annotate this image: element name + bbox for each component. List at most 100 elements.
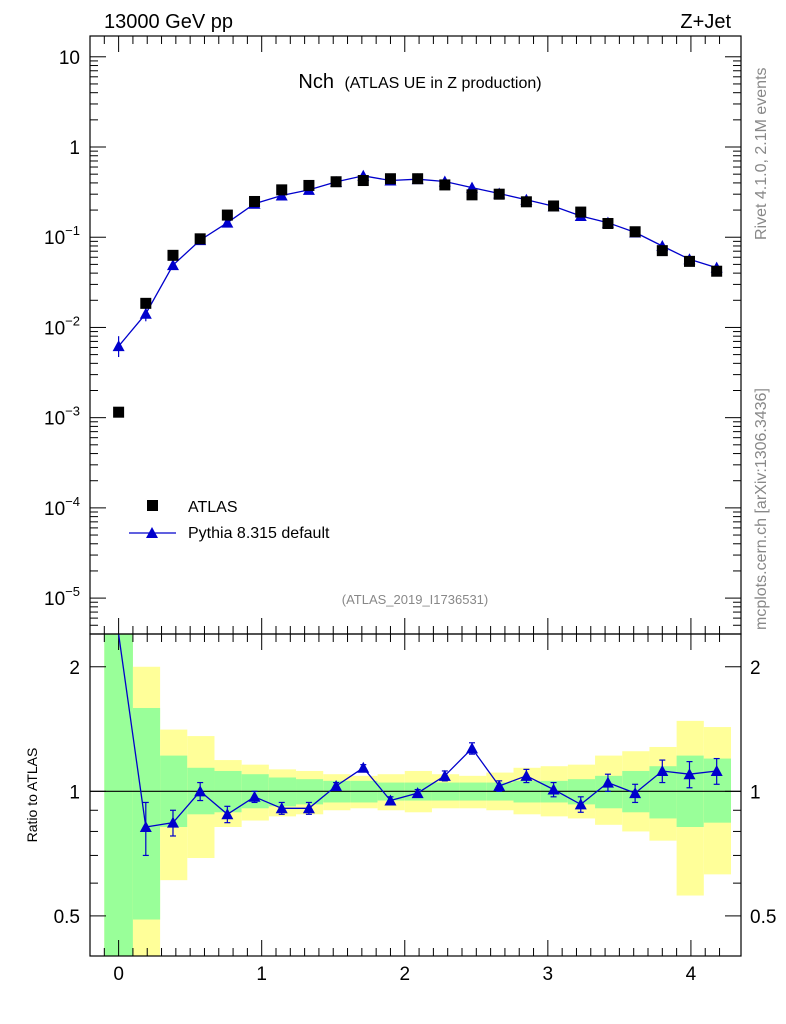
tick-base: 10 xyxy=(44,499,65,520)
ratio-ytick-label-left: 1 xyxy=(69,782,80,803)
ratio-point xyxy=(493,780,506,792)
tick-base: 10 xyxy=(59,48,80,69)
legend-pythia-label: Pythia 8.315 default xyxy=(188,525,330,542)
ratio-point xyxy=(656,764,669,776)
tick-exponent: −1 xyxy=(65,223,80,238)
ratio-point xyxy=(194,785,207,797)
ratio-point xyxy=(683,768,696,780)
main-frame xyxy=(89,35,742,635)
tick-exponent: −5 xyxy=(65,584,80,599)
legend-atlas-marker xyxy=(147,500,158,511)
ratio-point xyxy=(275,802,288,814)
ratio-ytick-label-right: 2 xyxy=(750,658,761,679)
atlas-point xyxy=(575,206,587,218)
main-ytick-label: 10−5 xyxy=(44,584,80,610)
main-ytick-label: 10−1 xyxy=(44,223,80,249)
atlas-point xyxy=(167,249,179,261)
atlas-point xyxy=(384,173,396,185)
atlas-point xyxy=(330,176,342,188)
ratio-frame xyxy=(89,633,742,957)
ratio-point xyxy=(357,761,370,773)
ratio-ytick-label-left: 2 xyxy=(69,658,80,679)
ratio-point xyxy=(330,780,343,792)
ratio-point xyxy=(384,794,397,806)
atlas-point xyxy=(548,200,560,212)
main-ytick-label: 10−4 xyxy=(44,494,80,520)
ratio-ytick-label-right: 1 xyxy=(750,782,761,803)
mcplots-label: mcplots.cern.ch [arXiv:1306.3436] xyxy=(753,388,770,630)
energy-label: 13000 GeV pp xyxy=(104,11,233,33)
band-inner xyxy=(104,634,133,956)
tick-base: 10 xyxy=(44,228,65,249)
ratio-point xyxy=(601,776,614,788)
legend-atlas-label: ATLAS xyxy=(188,499,238,516)
atlas-point xyxy=(221,209,233,221)
ratio-point xyxy=(574,798,587,810)
main-ytick-label: 1 xyxy=(69,138,80,159)
title-subtitle: (ATLAS UE in Z production) xyxy=(344,75,541,92)
atlas-point xyxy=(656,245,668,257)
atlas-point xyxy=(629,226,641,238)
atlas-point xyxy=(466,189,478,201)
ratio-point xyxy=(466,742,479,754)
pythia-point xyxy=(139,307,152,319)
ratio-point xyxy=(629,787,642,799)
ratio-point xyxy=(547,783,560,795)
atlas-point xyxy=(194,233,206,245)
ratio-xtick-label: 2 xyxy=(399,964,410,985)
atlas-point xyxy=(276,184,288,196)
analysis-tag: (ATLAS_2019_I1736531) xyxy=(342,592,488,607)
pythia-point xyxy=(166,259,179,271)
pythia-point xyxy=(112,340,125,352)
tick-base: 1 xyxy=(69,138,80,159)
atlas-point xyxy=(140,297,152,309)
atlas-point xyxy=(412,173,424,185)
atlas-point xyxy=(303,179,315,191)
main-data-marks xyxy=(112,169,723,418)
pythia-line xyxy=(118,175,717,347)
main-ytick-label: 10−3 xyxy=(44,404,80,430)
atlas-point xyxy=(113,406,125,418)
tick-exponent: −3 xyxy=(65,404,80,419)
tick-base: 10 xyxy=(44,589,65,610)
ratio-point xyxy=(248,790,261,802)
ratio-xtick-label: 0 xyxy=(113,964,124,985)
atlas-point xyxy=(602,217,614,229)
ratio-point xyxy=(221,808,234,820)
ratio-xtick-label: 4 xyxy=(686,964,697,985)
atlas-point xyxy=(711,265,723,277)
ratio-xtick-label: 3 xyxy=(543,964,554,985)
ratio-ylabel: Ratio to ATLAS xyxy=(24,748,40,843)
ratio-point xyxy=(139,820,152,832)
atlas-point xyxy=(439,179,451,191)
ratio-point xyxy=(166,816,179,828)
tick-exponent: −2 xyxy=(65,313,80,328)
atlas-point xyxy=(249,195,261,207)
atlas-point xyxy=(357,175,369,187)
main-ytick-label: 10−2 xyxy=(44,313,80,339)
legend: ATLAS Pythia 8.315 default xyxy=(129,499,330,542)
main-title: Nch (ATLAS UE in Z production) xyxy=(298,71,541,93)
process-label: Z+Jet xyxy=(680,11,731,33)
ratio-point xyxy=(411,787,424,799)
band-inner xyxy=(132,707,161,920)
main-ytick-label: 10 xyxy=(59,48,80,69)
ratio-point xyxy=(302,802,315,814)
tick-base: 10 xyxy=(44,409,65,430)
ratio-point xyxy=(710,764,723,776)
ratio-ytick-label-left: 0.5 xyxy=(54,907,80,928)
atlas-point xyxy=(683,255,695,267)
atlas-point xyxy=(493,188,505,200)
title-nch: Nch xyxy=(298,71,334,93)
ratio-xtick-label: 1 xyxy=(256,964,267,985)
ratio-ytick-label-right: 0.5 xyxy=(750,907,776,928)
pythia-point xyxy=(221,216,234,228)
atlas-point xyxy=(520,196,532,208)
ratio-point xyxy=(520,769,533,781)
tick-exponent: −4 xyxy=(65,494,80,509)
ratio-data-marks xyxy=(117,633,723,857)
ratio-point xyxy=(438,769,451,781)
tick-base: 10 xyxy=(44,318,65,339)
